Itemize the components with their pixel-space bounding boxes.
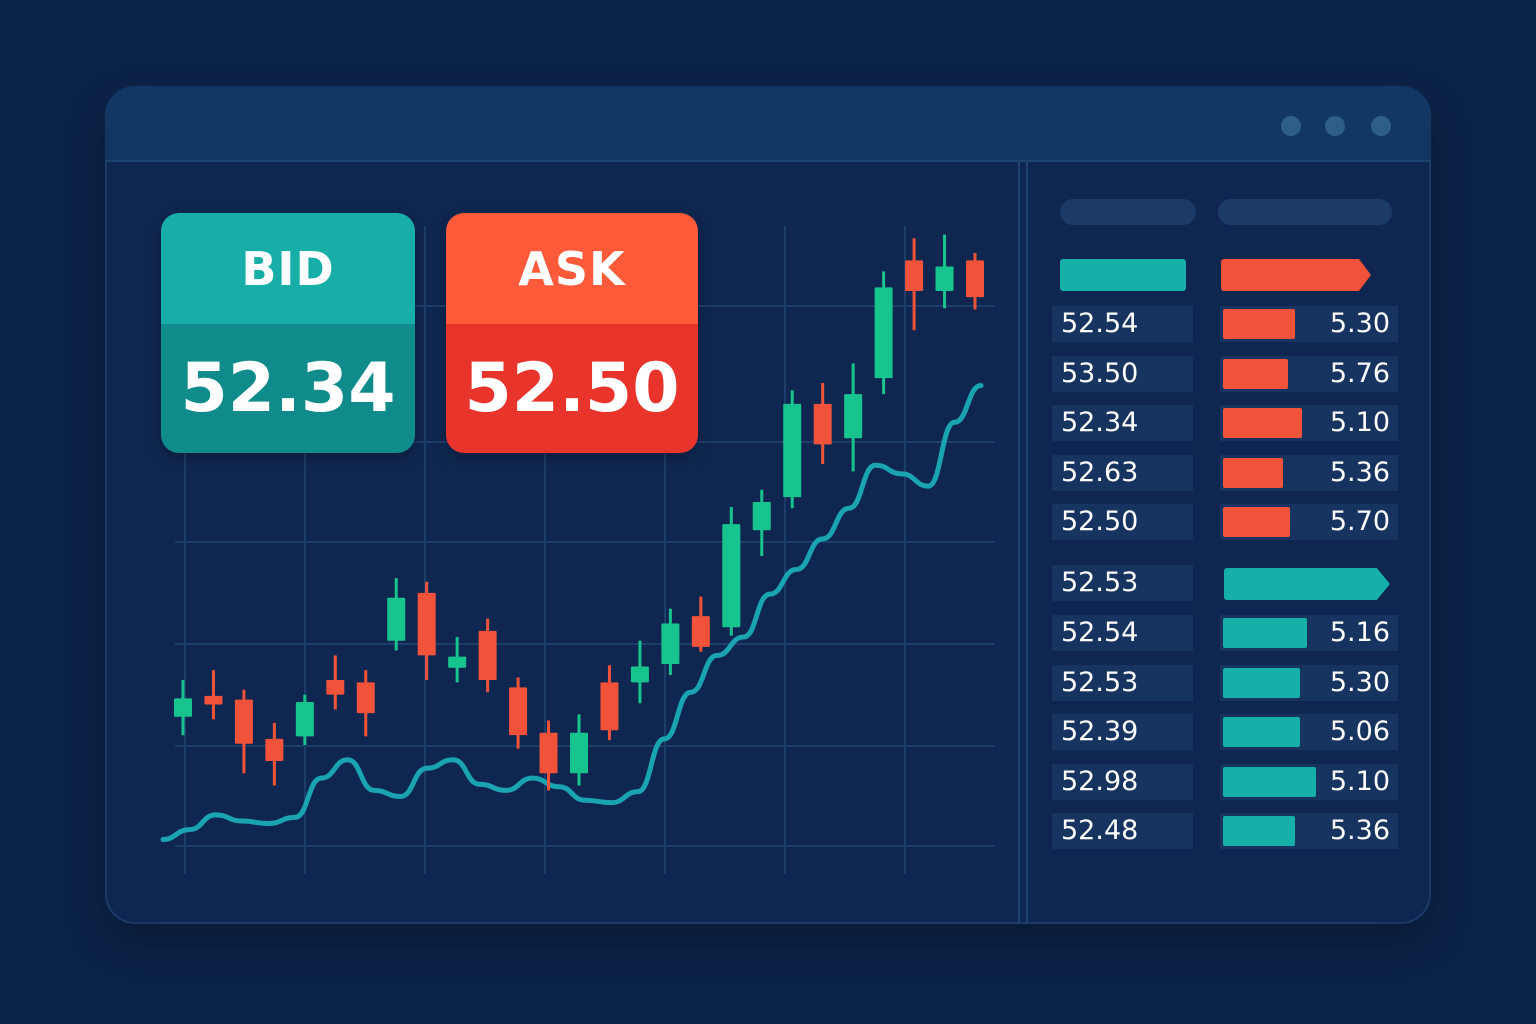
bid-label: BID <box>161 213 415 324</box>
ask-order-row[interactable]: 52.54 5.30 <box>1052 306 1398 342</box>
ask-label: ASK <box>446 213 698 324</box>
bid-size: 5.30 <box>1329 666 1390 698</box>
ask-section-price-bar <box>1060 259 1186 291</box>
ask-price: 52.54 <box>1052 306 1193 342</box>
candle-up <box>752 502 771 531</box>
ask-size: 5.10 <box>1329 407 1390 438</box>
candle-up <box>844 394 863 439</box>
bid-depth-bar <box>1223 766 1316 797</box>
bid-depth-bar <box>1223 618 1307 648</box>
price-chart <box>160 226 995 874</box>
ask-depth-bar <box>1223 457 1283 488</box>
ask-size: 5.70 <box>1329 506 1390 537</box>
bid-order-row[interactable]: 52.98 5.10 <box>1052 763 1398 800</box>
bid-size-cell: 5.36 <box>1220 813 1398 849</box>
bid-section-header[interactable]: 52.53 <box>1052 565 1398 601</box>
ask-size-cell: 5.10 <box>1220 405 1398 441</box>
candle-up <box>570 732 588 774</box>
window-control-dot-1[interactable] <box>1281 116 1301 136</box>
bid-size-cell: 5.06 <box>1220 714 1398 750</box>
ask-order-row[interactable]: 52.34 5.10 <box>1052 405 1398 441</box>
bid-order-row[interactable]: 52.39 5.06 <box>1052 714 1398 750</box>
candle-down <box>417 592 436 656</box>
bid-size: 5.36 <box>1329 815 1390 846</box>
ask-section-size-bar <box>1221 259 1371 291</box>
candle-down <box>356 682 375 714</box>
candle-down <box>234 699 253 744</box>
bid-price: 52.53 <box>1052 664 1193 701</box>
ask-price: 53.50 <box>1052 355 1193 392</box>
bid-depth-bar <box>1223 667 1300 698</box>
ask-order-row[interactable]: 53.50 5.76 <box>1052 355 1398 392</box>
ask-price: 52.50 <box>1052 504 1193 540</box>
bid-card[interactable]: BID 52.34 <box>161 213 415 453</box>
ask-size-cell: 5.30 <box>1220 306 1398 342</box>
candle-down <box>265 738 284 761</box>
candle-down <box>326 679 345 695</box>
ask-size-cell: 5.70 <box>1220 504 1398 540</box>
candle-up <box>874 287 893 379</box>
bid-size-cell: 5.16 <box>1220 615 1398 651</box>
ask-size-cell: 5.76 <box>1220 355 1398 392</box>
ask-size: 5.36 <box>1329 456 1390 488</box>
candle-down <box>905 260 924 292</box>
bid-depth-bar <box>1223 816 1295 846</box>
candle-down <box>813 403 832 445</box>
bid-order-row[interactable]: 52.48 5.36 <box>1052 813 1398 849</box>
column-header-size <box>1218 199 1392 225</box>
bid-price: 52.39 <box>1052 714 1193 750</box>
candle-down <box>691 616 710 647</box>
candle-up <box>935 266 954 292</box>
trend-line <box>160 383 984 842</box>
candle-down <box>509 687 528 736</box>
trading-window: BID 52.34 ASK 52.50 52.54 5.30 53.50 5.76 52… <box>105 86 1431 924</box>
candle-up <box>174 698 192 717</box>
panel-divider[interactable] <box>1018 160 1028 924</box>
title-bar <box>105 86 1431 162</box>
window-control-dot-2[interactable] <box>1325 116 1345 136</box>
bid-price: 52.54 <box>1052 615 1193 651</box>
window-control-dot-3[interactable] <box>1371 116 1391 136</box>
candle-down <box>600 682 619 731</box>
bid-depth-bar <box>1223 717 1300 747</box>
ask-order-row[interactable]: 52.63 5.36 <box>1052 454 1398 491</box>
ask-depth-bar <box>1223 507 1290 537</box>
candle-up <box>295 702 314 737</box>
ask-price: 52.63 <box>1052 454 1193 491</box>
bid-order-row[interactable]: 52.54 5.16 <box>1052 615 1398 651</box>
bid-size: 5.10 <box>1329 765 1390 797</box>
candle-up <box>722 524 741 628</box>
bid-size-cell: 5.30 <box>1220 664 1398 701</box>
ask-card[interactable]: ASK 52.50 <box>446 213 698 453</box>
ask-size-cell: 5.36 <box>1220 454 1398 491</box>
bid-size: 5.16 <box>1329 617 1390 648</box>
ask-value: 52.50 <box>446 324 698 453</box>
candle-up <box>783 403 802 498</box>
candle-down <box>539 732 558 774</box>
ask-price: 52.34 <box>1052 405 1193 441</box>
ask-depth-bar <box>1223 408 1302 438</box>
candle-down <box>478 630 497 680</box>
bid-price: 52.48 <box>1052 813 1193 849</box>
ask-size: 5.76 <box>1329 357 1390 389</box>
bid-size: 5.06 <box>1329 716 1390 747</box>
candle-up <box>661 623 680 665</box>
bid-size-cell: 5.10 <box>1220 763 1398 800</box>
bid-header-price: 52.53 <box>1052 565 1193 601</box>
candle-up <box>387 597 406 641</box>
candle-up <box>630 666 649 683</box>
candle-down <box>204 695 223 705</box>
bid-price: 52.98 <box>1052 763 1193 800</box>
ask-order-row[interactable]: 52.50 5.70 <box>1052 504 1398 540</box>
bid-value: 52.34 <box>161 324 415 453</box>
candle-down <box>966 260 984 298</box>
ask-depth-bar <box>1223 309 1295 339</box>
bid-section-size-bar <box>1224 568 1390 600</box>
ask-size: 5.30 <box>1329 308 1390 339</box>
ask-depth-bar <box>1223 358 1288 389</box>
candle-up <box>448 656 467 668</box>
bid-order-row[interactable]: 52.53 5.30 <box>1052 664 1398 701</box>
column-header-price <box>1060 199 1196 225</box>
